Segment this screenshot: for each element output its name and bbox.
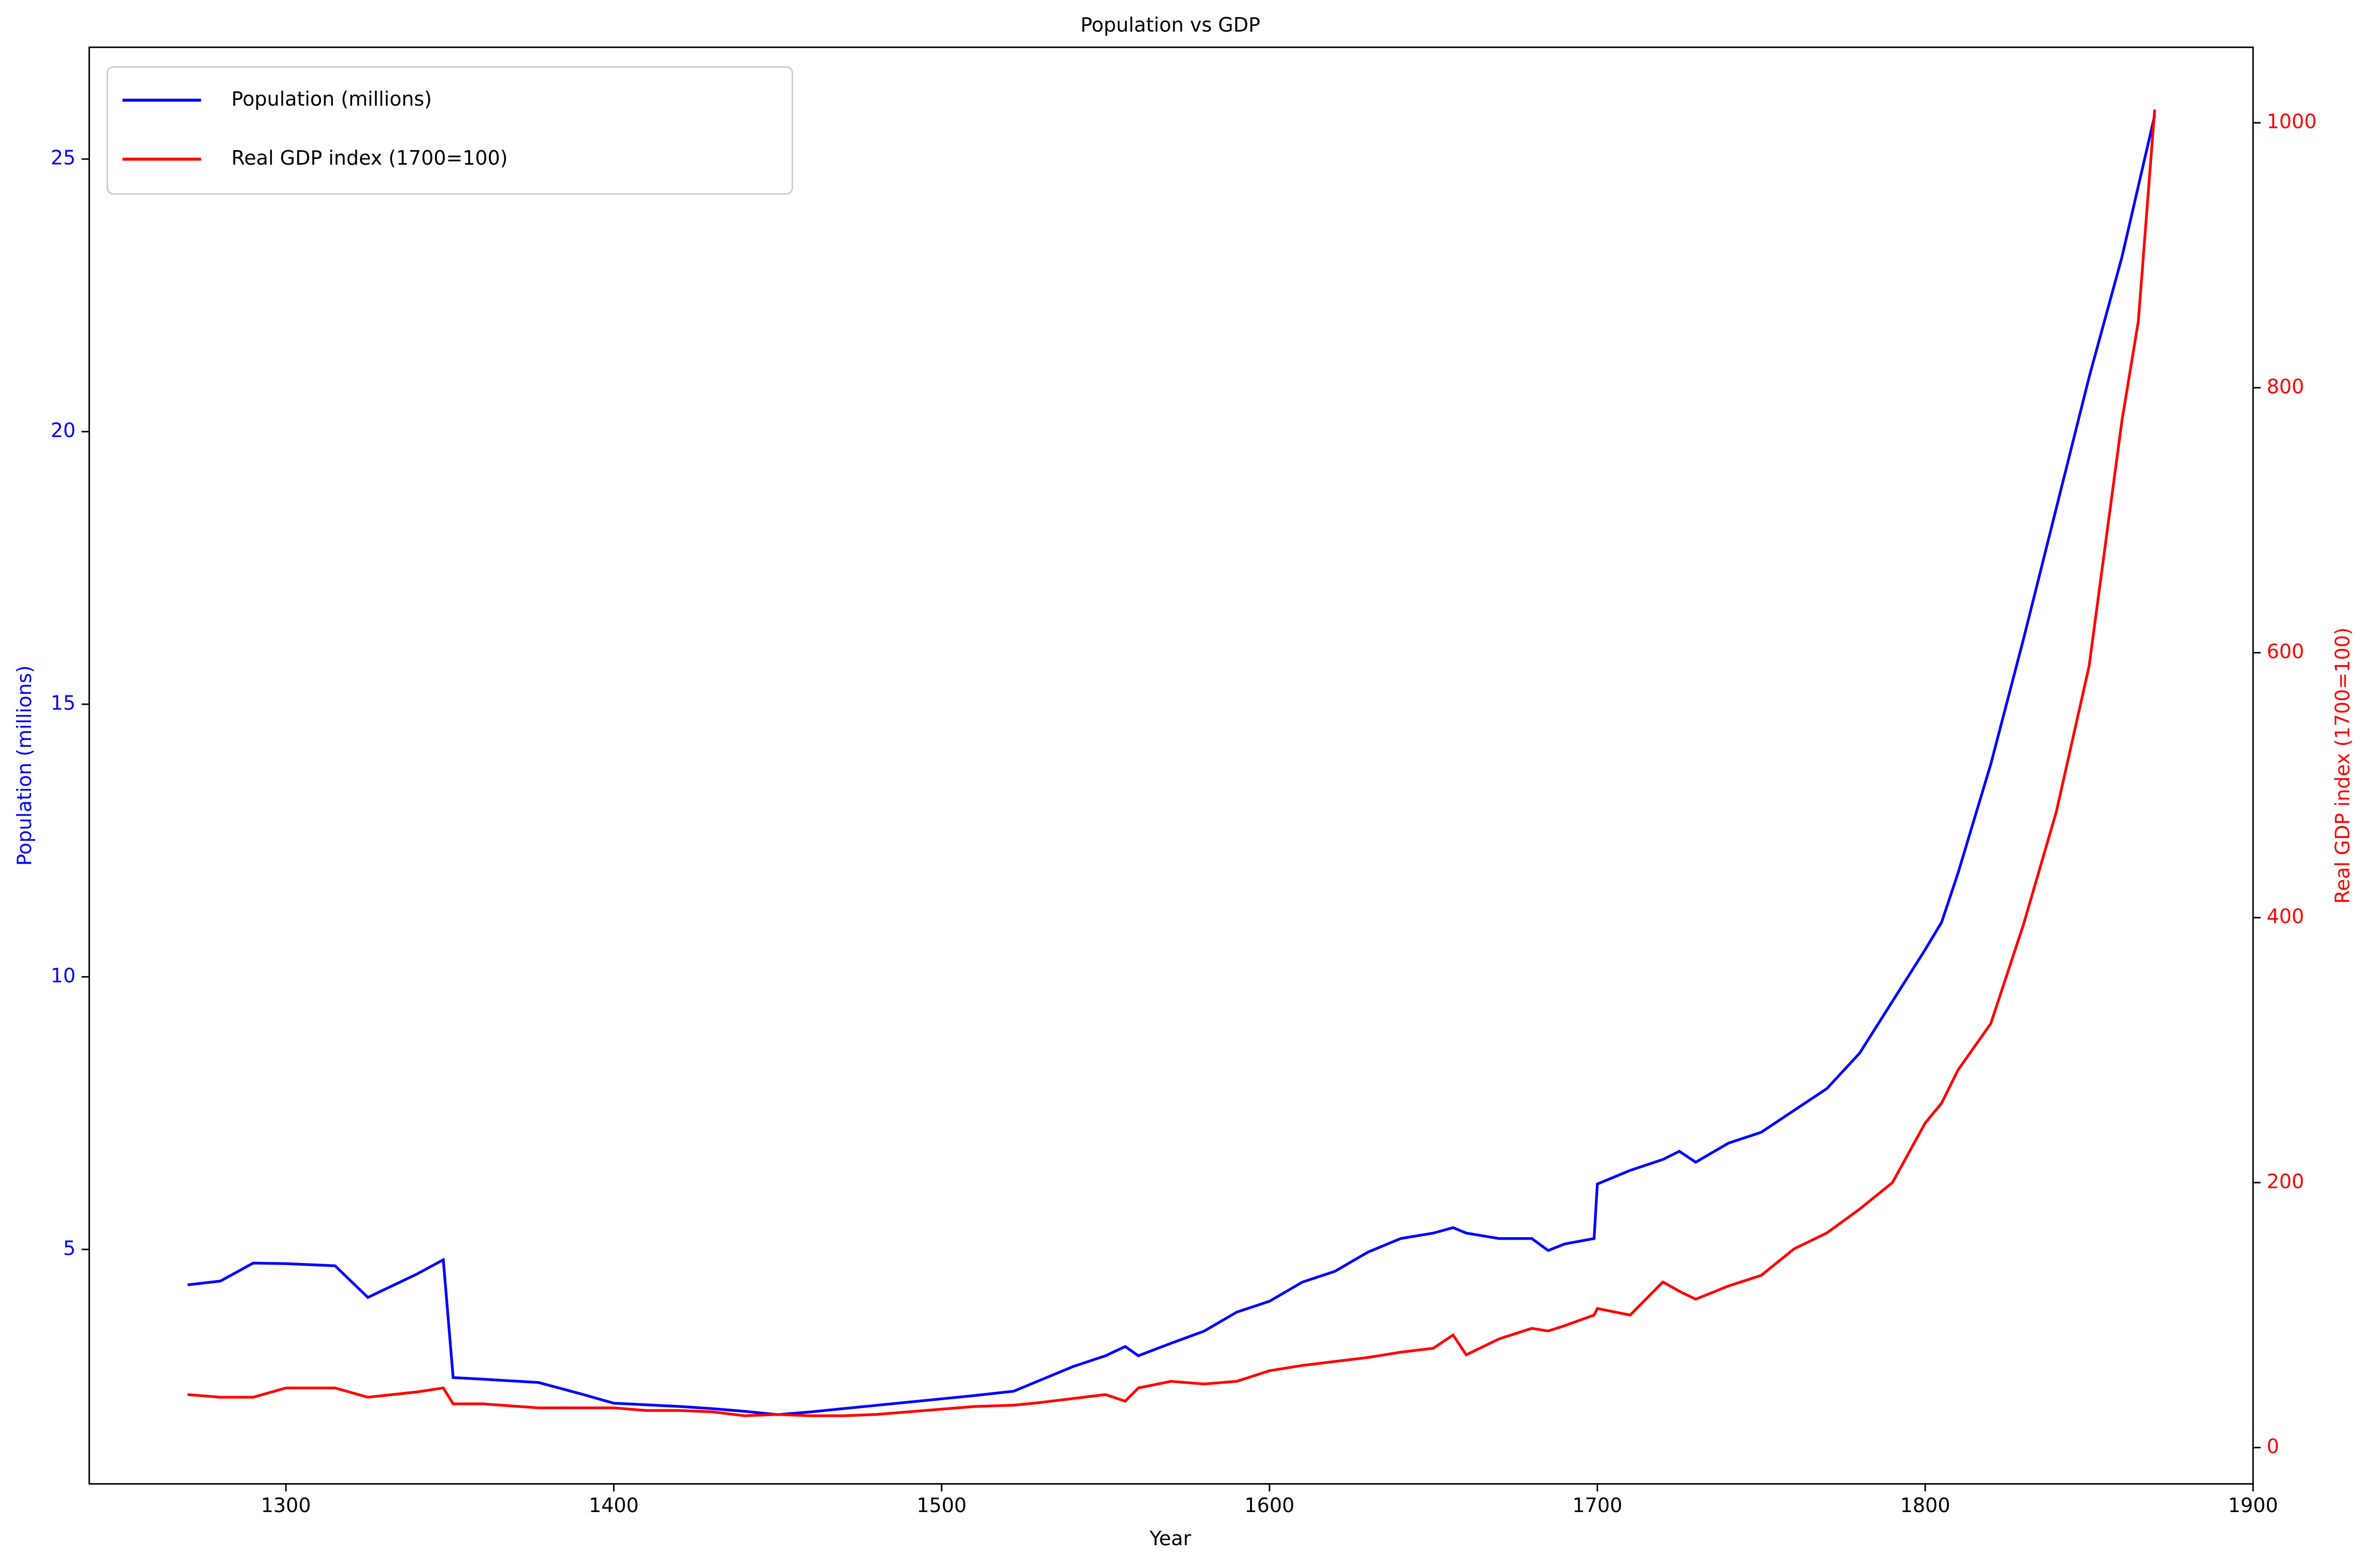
x-tick-label: 1700	[1573, 1494, 1623, 1517]
x-tick-label: 1900	[2228, 1494, 2278, 1517]
x-tick-label: 1600	[1244, 1494, 1294, 1517]
y2-tick-label: 800	[2267, 375, 2304, 398]
y2-tick-label: 600	[2267, 640, 2304, 663]
x-axis-label: Year	[1149, 1527, 1191, 1550]
y-tick-label: 10	[51, 964, 76, 987]
y2-axis-label: Real GDP index (1700=100)	[2331, 628, 2354, 904]
y-tick-label: 20	[51, 419, 76, 442]
y-tick-label: 15	[51, 691, 76, 714]
y2-tick-label: 400	[2267, 905, 2304, 928]
y2-tick-label: 1000	[2267, 110, 2317, 133]
line-series	[187, 115, 2156, 1416]
y-axis-label: Population (millions)	[13, 665, 36, 866]
y-tick-label: 5	[63, 1237, 76, 1259]
y-tick-label: 25	[51, 147, 76, 169]
line-series	[187, 109, 2156, 1417]
legend-label: Real GDP index (1700=100)	[231, 147, 508, 169]
legend-box	[106, 66, 793, 195]
x-tick-label: 1500	[917, 1494, 967, 1517]
plot-frame	[88, 46, 2254, 1485]
x-tick-label: 1300	[261, 1494, 311, 1517]
y2-tick-label: 200	[2267, 1170, 2304, 1193]
y2-tick-label: 0	[2267, 1435, 2279, 1458]
x-tick-label: 1400	[589, 1494, 639, 1517]
legend-label: Population (millions)	[231, 88, 432, 110]
chart-title: Population vs GDP	[1081, 13, 1260, 36]
x-tick-label: 1800	[1900, 1494, 1951, 1517]
